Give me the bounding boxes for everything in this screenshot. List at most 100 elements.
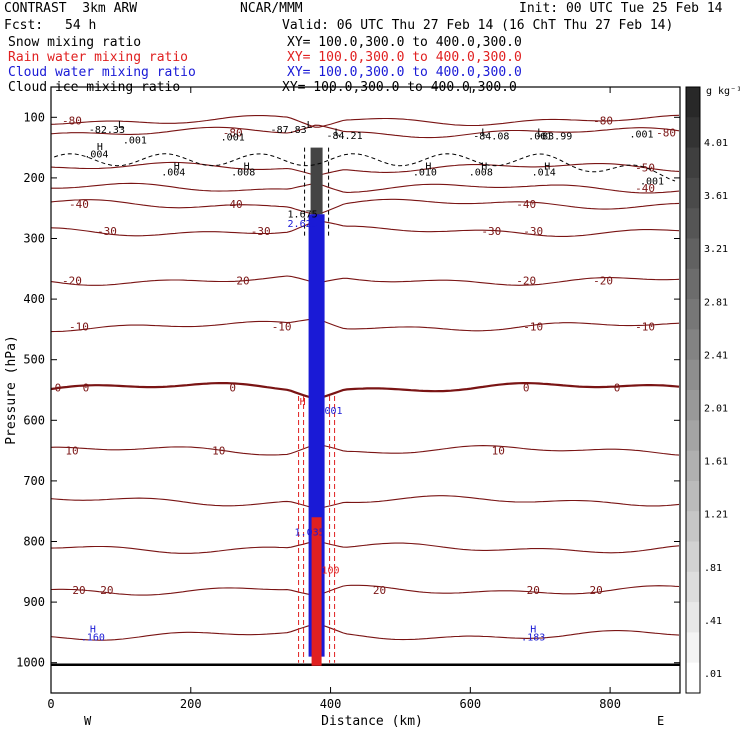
snow-ice-label: .001: [528, 132, 552, 143]
colorbar-swatch: [686, 632, 700, 664]
snow-ice-label: .014: [532, 167, 556, 178]
isotherm-line: [50, 198, 680, 216]
isotherm-label: -80: [656, 126, 676, 139]
isotherm-label: 0: [83, 382, 90, 395]
isotherm-label: -40: [516, 198, 536, 211]
isotherm-label: 10: [492, 445, 505, 458]
isotherm-label: 20: [100, 584, 113, 597]
snow-ice-label: H: [425, 161, 431, 172]
snow-ice-label: .008: [231, 167, 255, 178]
isotherm-label: -10: [635, 320, 655, 333]
colorbar-swatch: [686, 571, 700, 603]
isotherm-line: [50, 444, 680, 456]
isotherm-label: 10: [65, 445, 78, 458]
colorbar: 4.01 3.61 3.21 2.81 2.41 2.01 1.61 1.21 .81 .41 .0…: [685, 86, 728, 694]
isotherm-label: -40: [635, 182, 655, 195]
colorbar-swatch: [686, 87, 700, 118]
east-label: E: [657, 714, 664, 728]
colorbar-label: .81: [704, 563, 722, 574]
isotherm-label: -20: [62, 274, 82, 287]
isotherm-label: -40: [69, 198, 89, 211]
snow-ice-label: -87.83: [271, 125, 307, 136]
snow-ice-label: -82.33: [89, 125, 125, 136]
x-axis-label: Distance (km): [321, 714, 423, 729]
snow-ice-label: L: [335, 127, 341, 138]
isotherm-label: -10: [69, 320, 89, 333]
isotherm-label: -40: [223, 198, 243, 211]
colorbar-swatch: [686, 662, 700, 694]
x-tick-label: 800: [599, 697, 621, 711]
isotherm-label: -30: [251, 225, 271, 238]
isotherm-label: -50: [635, 162, 655, 175]
west-label: W: [84, 714, 92, 728]
snow-ice-label: .001: [640, 177, 664, 188]
isotherm-line: [50, 540, 680, 554]
snow-core: [310, 147, 323, 215]
y-tick-label: 600: [23, 413, 45, 427]
y-tick-label: 100: [23, 110, 45, 124]
colorbar-swatch: [686, 390, 700, 421]
x-tick-label: 600: [459, 697, 481, 711]
snow-ice-label: .010: [413, 167, 437, 178]
colorbar-label: 4.01: [704, 138, 728, 149]
snow-ice-label: .004: [161, 167, 185, 178]
isotherm-label: -10: [523, 320, 543, 333]
y-tick-label: 1000: [16, 656, 45, 670]
snow-ice-label: H: [244, 161, 250, 172]
cloud-water-label: .160: [81, 632, 105, 643]
colorbar-swatch: [686, 420, 700, 452]
isotherm-line: [50, 495, 680, 510]
valid-time: Valid: 06 UTC Thu 27 Feb 14 (16 ChT Thu …: [282, 18, 674, 33]
y-tick-label: 300: [23, 232, 45, 246]
isotherm-line: [50, 275, 680, 286]
isotherm-label: -20: [593, 274, 613, 287]
colorbar-label: .41: [704, 616, 722, 627]
colorbar-label: .01: [704, 669, 722, 680]
snow-ice-label: -83.99: [536, 132, 572, 143]
snow-ice-label: 1.675: [288, 209, 318, 220]
isotherm-label: -80: [223, 126, 243, 139]
isotherm-line: [51, 182, 680, 194]
y-tick-label: 500: [23, 353, 45, 367]
project-title: CONTRAST 3km ARW: [4, 1, 138, 16]
colorbar-swatch: [686, 147, 700, 179]
cloud-water-label: .183: [521, 632, 545, 643]
isotherm-line: [50, 124, 680, 139]
cloud-water-label: H: [90, 624, 96, 635]
isotherm-label: -20: [230, 274, 250, 287]
org-label: NCAR/MMM: [240, 1, 303, 16]
colorbar-swatch: [686, 541, 700, 573]
snow-ice-label: H: [481, 161, 487, 172]
isotherm-label: -30: [523, 225, 543, 238]
y-tick-label: 200: [23, 171, 45, 185]
colorbar-swatch: [686, 480, 700, 512]
init-time: Init: 00 UTC Tue 25 Feb 14: [519, 1, 723, 16]
isotherm-label: 0: [229, 382, 236, 395]
colorbar-unit: g kg⁻¹: [706, 86, 740, 97]
isotherm-line: [50, 114, 680, 128]
y-tick-label: 800: [23, 535, 45, 549]
colorbar-frame: [685, 86, 701, 694]
rain-label: H: [300, 397, 306, 408]
snow-ice-label: -84.21: [326, 131, 362, 142]
x-tick-label: 200: [180, 697, 202, 711]
snow-ice-label: L: [481, 127, 487, 138]
colorbar-swatch: [686, 208, 700, 239]
snow-ice-label: .001: [123, 135, 147, 146]
isotherm-label: -80: [62, 114, 82, 127]
temperature-contours: -80 -80 -80 -80 -50 -40 -40 -40 -40 -30 -30 -30 -30 -…: [50, 114, 680, 666]
colorbar-swatch: [686, 511, 700, 542]
colorbar-swatch: [686, 450, 700, 482]
colorbar-swatch: [686, 268, 700, 300]
cloud-water-label: H: [530, 624, 536, 635]
storm-column: [50, 147, 676, 666]
snow-ice-label: .001: [630, 129, 654, 140]
isotherm-label: -30: [97, 225, 117, 238]
isotherm-line: [50, 382, 680, 400]
colorbar-label: 2.41: [704, 350, 728, 361]
snow-ice-label: .001: [221, 132, 245, 143]
colorbar-label: 2.01: [704, 404, 728, 415]
isotherm-label: -10: [272, 320, 292, 333]
